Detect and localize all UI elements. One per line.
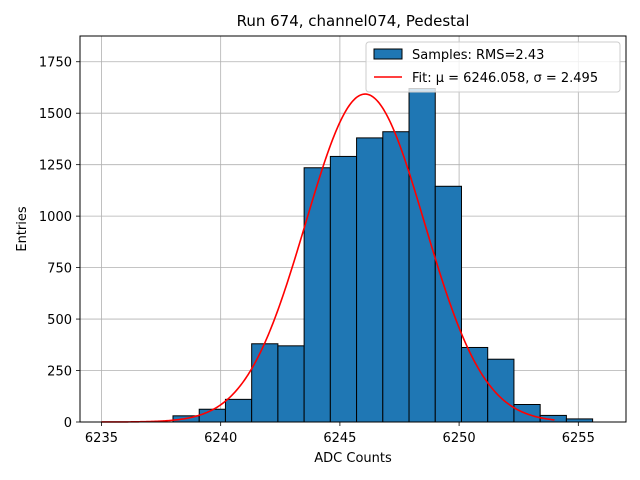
x-tick-label: 6245 <box>323 431 356 446</box>
histogram-bar <box>460 346 489 423</box>
x-tick-label: 6250 <box>443 431 476 446</box>
y-tick-label: 750 <box>47 262 72 277</box>
gaussian-fit-line <box>101 93 555 423</box>
fit-curve-layer <box>101 93 555 423</box>
x-tick-label: 6240 <box>204 431 237 446</box>
y-tick-label: 0 <box>64 416 72 431</box>
histogram-bar <box>487 358 515 423</box>
histogram-bar <box>224 398 253 423</box>
y-axis-label: Entries <box>15 206 30 252</box>
histogram-bar <box>251 343 279 423</box>
legend-box <box>365 41 621 93</box>
x-axis-label: ADC Counts <box>314 451 392 466</box>
histogram-bar <box>198 408 226 423</box>
legend-label-fit: Fit: μ = 6246.058, σ = 2.495 <box>412 71 598 86</box>
y-tick-label: 1750 <box>39 56 72 71</box>
x-tick-label: 6235 <box>85 431 118 446</box>
histogram-bars <box>172 87 594 423</box>
histogram-bar <box>329 155 358 423</box>
y-axis-ticks: 0 250 500 750 1000 1250 1500 1750 <box>39 56 80 431</box>
legend-swatch-samples <box>373 48 403 60</box>
y-tick-label: 1500 <box>39 107 72 122</box>
histogram-bar <box>277 345 305 423</box>
plot-frame <box>79 35 627 423</box>
chart-title: Run 674, channel074, Pedestal <box>237 12 470 30</box>
y-tick-label: 1000 <box>39 210 72 225</box>
legend-label-samples: Samples: RMS=2.43 <box>412 48 544 63</box>
y-tick-label: 1250 <box>39 159 72 174</box>
x-tick-label: 6255 <box>562 431 595 446</box>
x-axis-ticks: 6235 6240 6245 6250 6255 <box>85 422 595 446</box>
histogram-bar <box>408 87 436 423</box>
y-tick-label: 250 <box>47 365 72 380</box>
histogram-bar <box>434 185 462 423</box>
y-tick-label: 500 <box>47 313 72 328</box>
histogram-bar <box>382 131 410 423</box>
histogram-bar <box>356 137 384 423</box>
histogram-bar <box>303 167 331 423</box>
legend: Samples: RMS=2.43 Fit: μ = 6246.058, σ =… <box>365 41 621 93</box>
